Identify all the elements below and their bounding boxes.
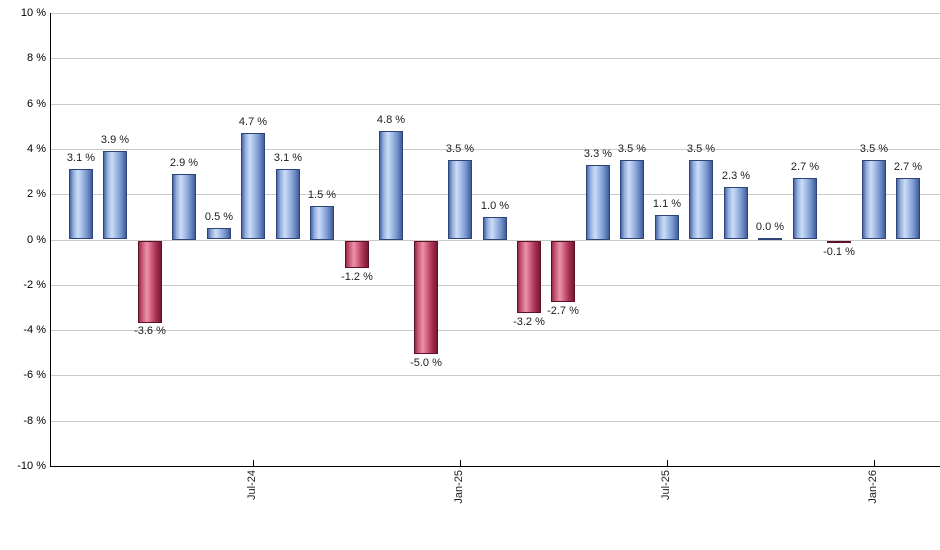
y-axis-tick-label: 8 %	[27, 52, 46, 64]
negative-bar	[138, 241, 162, 323]
x-axis-tickmark	[253, 460, 254, 466]
bar-value-label: 0.5 %	[204, 211, 234, 223]
bar-value-label: -3.2 %	[513, 316, 545, 328]
bar-value-label: 2.9 %	[169, 157, 199, 169]
bar-value-label: 1.1 %	[652, 198, 682, 210]
bar-value-label: -0.1 %	[823, 246, 855, 258]
positive-bar	[862, 160, 886, 239]
y-axis-tick-label: 10 %	[20, 7, 46, 19]
positive-bar	[793, 178, 817, 239]
bar-value-label: 2.7 %	[790, 161, 820, 173]
y-gridline	[50, 240, 940, 241]
bar-value-label: 2.3 %	[721, 170, 751, 182]
bar-value-label: 2.7 %	[893, 161, 923, 173]
x-axis-tickmark	[460, 460, 461, 466]
positive-bar	[69, 169, 93, 239]
y-gridline	[50, 194, 940, 195]
x-axis-tickmark	[874, 460, 875, 466]
bar-value-label: 3.9 %	[100, 134, 130, 146]
bar-value-label: 4.7 %	[238, 116, 268, 128]
positive-bar	[310, 206, 334, 240]
positive-bar	[689, 160, 713, 239]
y-gridline	[50, 149, 940, 150]
x-axis-tickmark	[667, 460, 668, 466]
y-gridline	[50, 330, 940, 331]
x-axis-tick-label: Jul-24	[246, 470, 258, 500]
positive-bar	[483, 217, 507, 240]
positive-bar	[276, 169, 300, 239]
x-axis-line	[50, 466, 940, 467]
y-gridline	[50, 285, 940, 286]
y-gridline	[50, 13, 940, 14]
y-gridline	[50, 375, 940, 376]
bar-value-label: 3.5 %	[617, 143, 647, 155]
positive-bar	[620, 160, 644, 239]
bar-value-label: 3.5 %	[859, 143, 889, 155]
bar-value-label: -1.2 %	[341, 271, 373, 283]
y-axis-tick-label: -2 %	[23, 279, 46, 291]
positive-bar	[724, 187, 748, 239]
positive-bar	[448, 160, 472, 239]
bar-value-label: 3.1 %	[66, 152, 96, 164]
x-axis-tick-label: Jan-26	[867, 470, 879, 504]
positive-bar	[241, 133, 265, 239]
bar-value-label: 1.5 %	[307, 189, 337, 201]
positive-bar	[207, 228, 231, 239]
y-axis-tick-label: -10 %	[17, 460, 46, 472]
bar-value-label: 0.0 %	[755, 221, 785, 233]
bar-value-label: 3.3 %	[583, 148, 613, 160]
y-gridline	[50, 421, 940, 422]
negative-bar	[517, 241, 541, 313]
positive-bar	[586, 165, 610, 240]
negative-bar	[414, 241, 438, 354]
positive-bar	[655, 215, 679, 240]
y-axis-tick-label: -6 %	[23, 369, 46, 381]
bar-value-label: -3.6 %	[134, 325, 166, 337]
bar-value-label: 1.0 %	[480, 200, 510, 212]
negative-bar	[345, 241, 369, 268]
negative-bar	[827, 241, 851, 243]
bar-value-label: 4.8 %	[376, 114, 406, 126]
positive-bar	[103, 151, 127, 239]
positive-bar	[172, 174, 196, 240]
x-axis-tick-label: Jan-25	[453, 470, 465, 504]
y-gridline	[50, 104, 940, 105]
bar-value-label: -2.7 %	[547, 305, 579, 317]
positive-bar	[758, 238, 782, 240]
y-axis-tick-label: 2 %	[27, 188, 46, 200]
y-gridline	[50, 58, 940, 59]
y-axis-tick-label: 4 %	[27, 143, 46, 155]
x-axis-tick-label: Jul-25	[660, 470, 672, 500]
bar-value-label: -5.0 %	[410, 357, 442, 369]
y-axis-tick-label: 0 %	[27, 234, 46, 246]
bar-value-label: 3.1 %	[273, 152, 303, 164]
positive-bar	[379, 131, 403, 240]
bar-value-label: 3.5 %	[445, 143, 475, 155]
negative-bar	[551, 241, 575, 302]
y-axis-tick-label: -4 %	[23, 324, 46, 336]
y-axis-line	[50, 13, 51, 467]
y-axis-tick-label: 6 %	[27, 98, 46, 110]
y-axis-tick-label: -8 %	[23, 415, 46, 427]
positive-bar	[896, 178, 920, 239]
bar-value-label: 3.5 %	[686, 143, 716, 155]
